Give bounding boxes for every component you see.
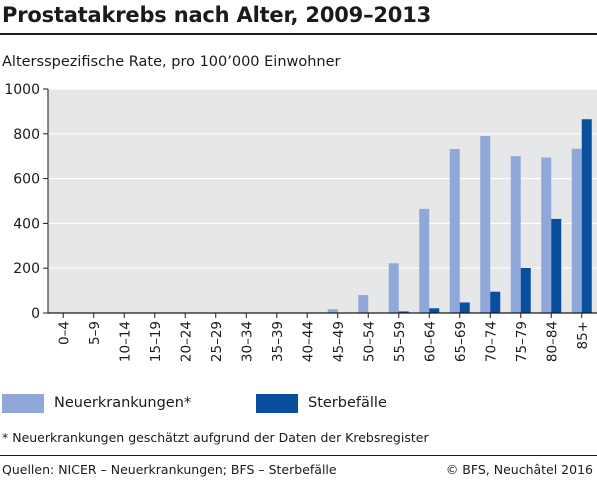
copyright-text: © BFS, Neuchâtel 2016 [445, 462, 593, 477]
bar-neuerkrankungen [510, 156, 521, 313]
x-tick-label: 30–34 [239, 321, 255, 362]
bar-neuerkrankungen [480, 136, 491, 313]
x-tick-label: 65–69 [453, 321, 469, 362]
x-tick-label: 85+ [575, 321, 591, 350]
y-axis-label: Altersspezifische Rate, pro 100’000 Einw… [2, 54, 341, 70]
x-tick-label: 15–19 [148, 321, 164, 362]
bar-sterbefaelle [398, 311, 409, 313]
legend-swatch-sterbefaelle [256, 393, 298, 413]
legend-label-sterbefaelle: Sterbefälle [308, 395, 387, 411]
x-tick-label: 0–4 [56, 321, 72, 345]
x-tick-label: 25–29 [209, 321, 225, 362]
y-tick-label: 1000 [4, 82, 40, 98]
bar-neuerkrankungen [571, 148, 582, 313]
x-tick-label: 60–64 [422, 321, 438, 362]
legend-label-neuerkrankungen: Neuerkrankungen* [54, 395, 192, 411]
x-tick-label: 5–9 [87, 321, 103, 345]
y-tick-label: 200 [13, 261, 40, 277]
x-tick-label: 80–84 [544, 321, 560, 362]
bar-sterbefaelle [551, 218, 562, 313]
bar-neuerkrankungen [419, 208, 430, 313]
x-tick-label: 50–54 [361, 321, 377, 362]
x-tick-label: 10–14 [117, 321, 133, 362]
bar-sterbefaelle [459, 302, 470, 313]
bar-sterbefaelle [490, 291, 501, 313]
bar-sterbefaelle [581, 119, 592, 313]
legend-item-sterbefaelle: Sterbefälle [256, 393, 387, 413]
bottom-rule [0, 455, 597, 456]
bar-neuerkrankungen [541, 157, 552, 313]
y-tick-label: 600 [13, 172, 40, 188]
legend-swatch-neuerkrankungen [2, 393, 44, 413]
source-text: Quellen: NICER – Neuerkrankungen; BFS – … [2, 462, 337, 477]
bar-sterbefaelle [520, 267, 531, 313]
chart-title: Prostatakrebs nach Alter, 2009–2013 [2, 3, 432, 27]
x-tick-label: 40–44 [300, 321, 316, 362]
footnote: * Neuerkrankungen geschätzt aufgrund der… [2, 430, 429, 445]
x-tick-label: 20–24 [178, 321, 194, 362]
bar-neuerkrankungen [327, 309, 338, 313]
x-tick-label: 75–79 [514, 321, 530, 362]
title-rule [0, 33, 597, 35]
bar-chart: 0 200 400 600 800 1000 0–4 5–9 10–14 15–19 20–24 25… [4, 82, 597, 362]
x-tick-label: 70–74 [483, 321, 499, 362]
y-tick-label: 0 [31, 306, 40, 322]
bar-sterbefaelle [429, 308, 440, 313]
bar-neuerkrankungen [449, 149, 460, 313]
bar-neuerkrankungen [358, 295, 369, 313]
y-tick-label: 800 [13, 127, 40, 143]
x-tick-label: 45–49 [331, 321, 347, 362]
y-tick-label: 400 [13, 216, 40, 232]
x-tick-label: 35–39 [270, 321, 286, 362]
plot-area [48, 89, 597, 313]
legend-item-neuerkrankungen: Neuerkrankungen* [2, 393, 191, 413]
bar-neuerkrankungen [388, 263, 399, 313]
x-tick-label: 55–59 [392, 321, 408, 362]
